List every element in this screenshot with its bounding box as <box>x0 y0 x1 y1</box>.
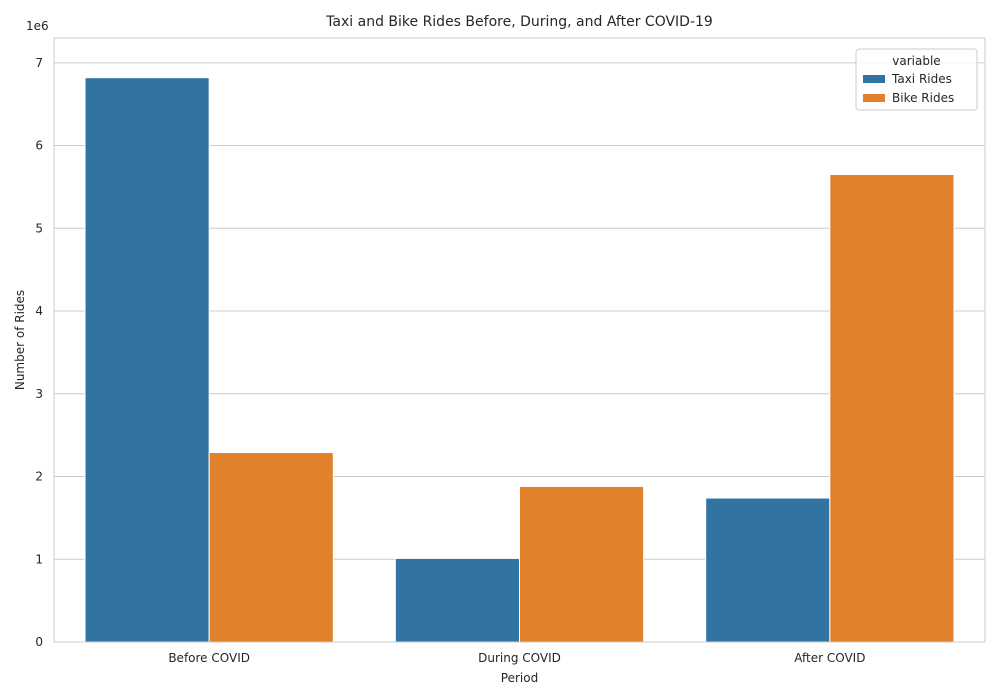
y-tick-labels: 0 1 2 3 4 5 6 7 <box>35 56 43 649</box>
x-tick-label: During COVID <box>478 651 561 665</box>
bar-taxi-rides <box>394 557 520 643</box>
y-tick-label: 6 <box>35 139 43 153</box>
y-tick-label: 1 <box>35 552 43 566</box>
legend-title: variable <box>892 54 940 68</box>
x-tick-labels: Before COVID During COVID After COVID <box>168 651 865 665</box>
y-tick-label: 5 <box>35 221 43 235</box>
bar-bike-rides <box>208 452 334 643</box>
bar-taxi-rides <box>84 77 210 643</box>
plot-frame <box>53 37 986 643</box>
bar-bike-rides <box>519 485 645 643</box>
y-axis-offset-label: 1e6 <box>26 19 49 33</box>
x-axis-label: Period <box>501 671 538 685</box>
legend: variable Taxi Rides Bike Rides <box>855 48 978 111</box>
legend-box <box>855 48 978 111</box>
chart-title: Taxi and Bike Rides Before, During, and … <box>325 14 713 30</box>
y-tick-label: 4 <box>35 304 43 318</box>
y-tick-label: 3 <box>35 387 43 401</box>
legend-swatch <box>863 75 885 83</box>
bar-bike-rides <box>829 174 955 643</box>
legend-entry-label: Bike Rides <box>892 91 954 105</box>
y-tick-label: 2 <box>35 470 43 484</box>
legend-entry-label: Taxi Rides <box>891 72 952 86</box>
bars <box>84 77 955 643</box>
y-tick-label: 0 <box>35 635 43 649</box>
bar-taxi-rides <box>705 497 831 643</box>
y-tick-label: 7 <box>35 56 43 70</box>
x-tick-label: After COVID <box>794 651 865 665</box>
legend-items: Taxi Rides Bike Rides <box>863 72 954 105</box>
y-axis-label: Number of Rides <box>13 290 27 390</box>
legend-swatch <box>863 94 885 102</box>
x-tick-label: Before COVID <box>168 651 250 665</box>
